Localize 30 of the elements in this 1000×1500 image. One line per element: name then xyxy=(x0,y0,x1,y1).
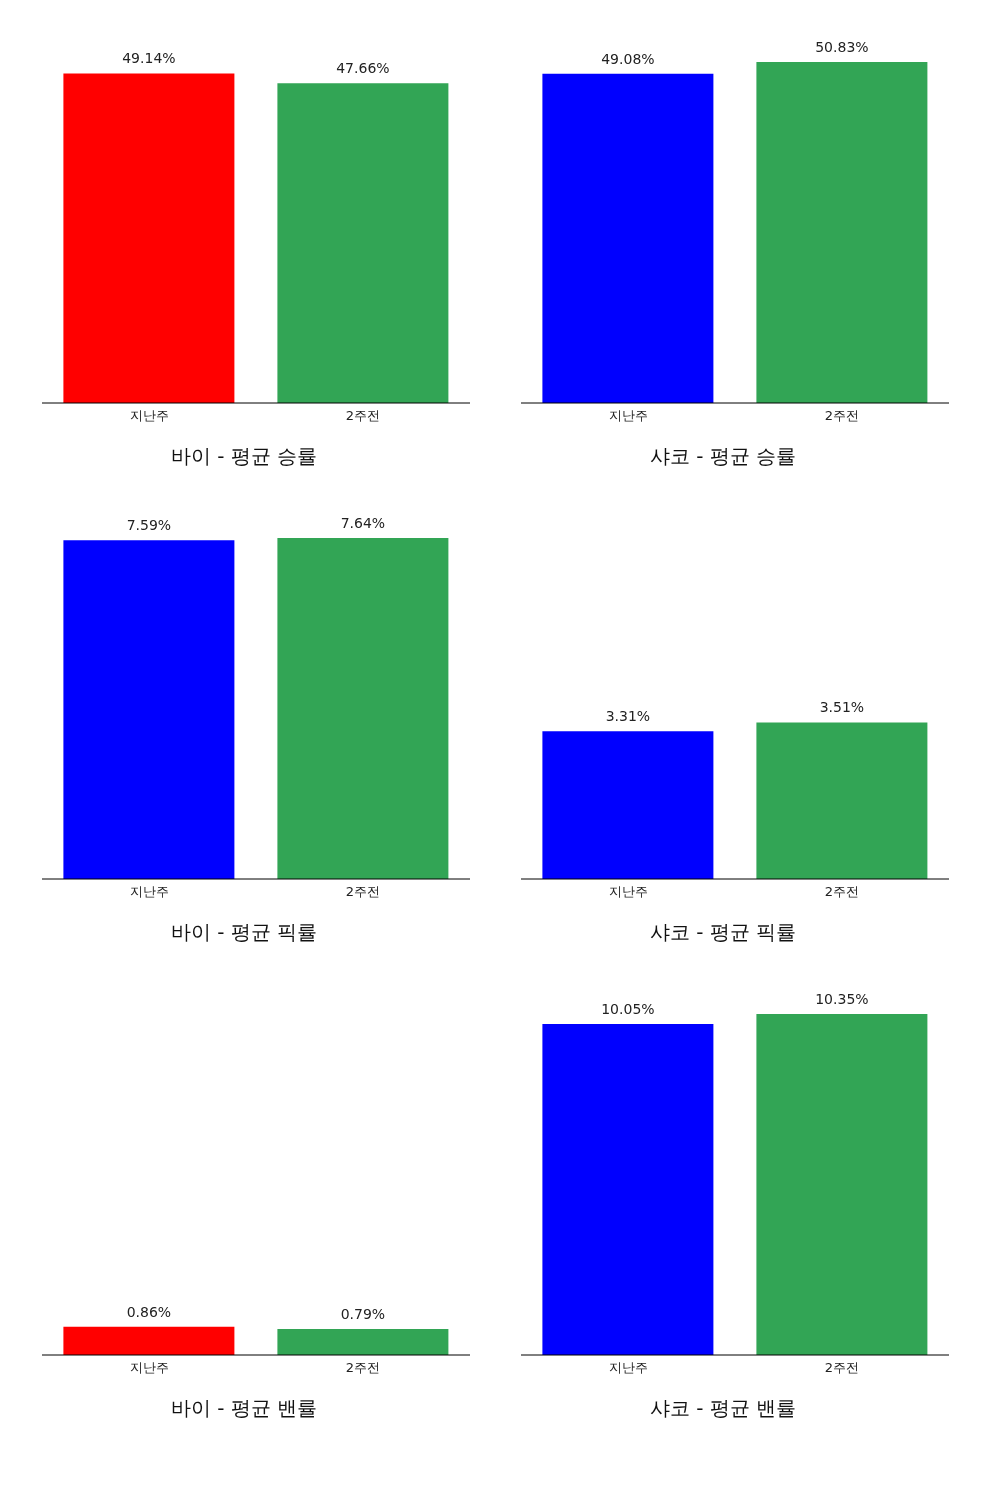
data-label: 3.51% xyxy=(819,699,865,716)
text: 샤코 - 평균 밴률 xyxy=(648,1395,798,1422)
x-tick-label: 2주전 xyxy=(824,884,860,900)
data-label: 3.31% xyxy=(605,708,651,725)
data-label: 47.66% xyxy=(336,60,390,77)
data-label: 7.59% xyxy=(126,517,172,534)
x-tick-label: 지난주 xyxy=(129,884,169,900)
data-label: 10.05% xyxy=(601,1000,655,1017)
x-tick-label: 2주전 xyxy=(345,1360,381,1376)
data-label: 49.08% xyxy=(601,50,655,67)
data-label: 7.64% xyxy=(340,515,386,532)
text: 바이 - 평균 픽률 xyxy=(169,919,319,946)
x-tick-label: 지난주 xyxy=(129,1360,169,1376)
text: 샤코 - 평균 픽률 xyxy=(648,919,798,946)
x-tick-label: 지난주 xyxy=(608,1360,648,1376)
data-label: 0.79% xyxy=(340,1305,386,1322)
x-tick-label: 2주전 xyxy=(824,1360,860,1376)
x-tick-label: 지난주 xyxy=(129,408,169,424)
x-tick-label: 지난주 xyxy=(608,408,648,424)
data-label: 0.86% xyxy=(126,1303,172,1320)
x-tick-label: 지난주 xyxy=(608,884,648,900)
text: 샤코 - 평균 승률 xyxy=(648,443,798,470)
data-label: 50.83% xyxy=(815,39,869,56)
data-label: 10.35% xyxy=(815,991,869,1008)
data-label: 49.14% xyxy=(122,50,176,67)
text: 바이 - 평균 밴률 xyxy=(169,1395,319,1422)
x-tick-label: 2주전 xyxy=(345,408,381,424)
x-tick-label: 2주전 xyxy=(824,408,860,424)
text: 바이 - 평균 승률 xyxy=(169,443,319,470)
x-tick-label: 2주전 xyxy=(345,884,381,900)
